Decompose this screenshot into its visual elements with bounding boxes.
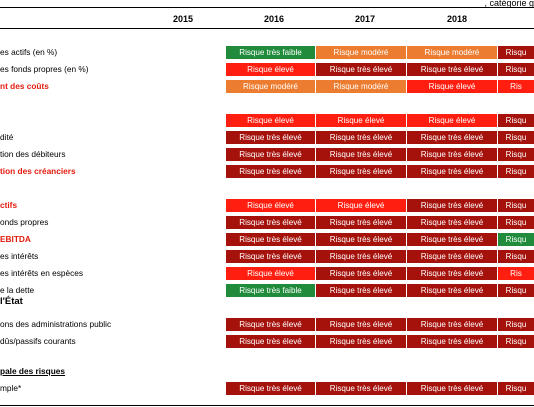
risk-cell-high[interactable]: Risque élevé [316,199,406,212]
risk-cell-very-low[interactable]: Risque très faible [226,284,315,297]
risk-cell-very-low[interactable]: Risque très faible [226,46,315,59]
row-label: l'État [0,296,23,307]
row-label: ons des administrations public [0,319,112,329]
risk-cell-high[interactable]: Risque élevé [226,63,315,76]
risk-cell-very-high[interactable]: Risque très élevé [316,216,406,229]
risk-cell-very-high[interactable]: Risque très élevé [407,233,497,246]
risk-cell-very-high[interactable]: Risqu [498,114,534,127]
risk-cell-very-high[interactable]: Risqu [498,165,534,178]
risk-cell-very-high[interactable]: Risqu [498,382,534,395]
row-label: dûs/passifs courants [0,336,76,346]
risk-cell-very-high[interactable]: Risque très élevé [407,131,497,144]
risk-cell-very-high[interactable]: Risque très élevé [407,148,497,161]
risk-cell-very-high[interactable]: Risqu [498,199,534,212]
risk-cell-high[interactable]: Ris [498,267,534,280]
risk-cell-very-high[interactable]: Risqu [498,335,534,348]
risk-cell-very-high[interactable]: Risqu [498,318,534,331]
risk-cell-moderate[interactable]: Risque modéré [316,46,406,59]
risk-cell-very-high[interactable]: Risque très élevé [226,148,315,161]
risk-cell-high[interactable]: Risque élevé [226,114,315,127]
risk-cell-very-high[interactable]: Risque très élevé [316,131,406,144]
risk-cell-very-high[interactable]: Risque très élevé [407,63,497,76]
risk-cell-very-high[interactable]: Risque très élevé [407,382,497,395]
row-label: nt des coûts [0,81,49,91]
risk-cell-very-high[interactable]: Risque très élevé [316,318,406,331]
risk-cell-high[interactable]: Risque élevé [316,114,406,127]
risk-cell-moderate[interactable]: Risque modéré [226,80,315,93]
year-2015-header: 2015 [172,14,194,24]
risk-cell-high[interactable]: Ris [498,80,534,93]
risk-cell-very-high[interactable]: Risqu [498,284,534,297]
year-2017-header: 2017 [354,14,376,24]
risk-cell-very-high[interactable]: Risque très élevé [407,318,497,331]
row-label: pale des risques [0,366,66,376]
risk-cell-moderate[interactable]: Risque modéré [407,46,497,59]
risk-cell-very-high[interactable]: Risque très élevé [316,233,406,246]
row-label: dité [0,132,14,142]
row-label: onds propres [0,217,49,227]
risk-cell-very-high[interactable]: Risqu [498,216,534,229]
risk-cell-very-high[interactable]: Risqu [498,131,534,144]
risk-cell-very-high[interactable]: Risque très élevé [407,199,497,212]
risk-cell-very-high[interactable]: Risque très élevé [316,148,406,161]
risk-cell-very-high[interactable]: Risque très élevé [316,284,406,297]
row-label: mple* [0,383,22,393]
risk-cell-very-high[interactable]: Risque très élevé [226,165,315,178]
risk-cell-high[interactable]: Risque élevé [407,114,497,127]
risk-cell-very-high[interactable]: Risque très élevé [407,216,497,229]
bottom-rule [0,405,534,406]
risk-cell-very-high[interactable]: Risqu [498,148,534,161]
risk-cell-very-high[interactable]: Risque très élevé [226,233,315,246]
risk-cell-very-high[interactable]: Risque très élevé [316,250,406,263]
risk-cell-very-high[interactable]: Risque très élevé [316,335,406,348]
risk-cell-very-low[interactable]: Risqu [498,233,534,246]
header-bottom-rule [0,28,534,29]
header-top-fragment: , catégorie g [484,0,534,8]
risk-cell-very-high[interactable]: Risque très élevé [226,318,315,331]
risk-cell-high[interactable]: Risque élevé [226,267,315,280]
row-label: ctifs [0,200,18,210]
risk-cell-moderate[interactable]: Risque modéré [316,80,406,93]
risk-cell-very-high[interactable]: Risqu [498,63,534,76]
risk-cell-very-high[interactable]: Risque très élevé [226,250,315,263]
year-2016-header: 2016 [263,14,285,24]
risk-cell-very-high[interactable]: Risqu [498,46,534,59]
risk-cell-very-high[interactable]: Risque très élevé [316,63,406,76]
risk-cell-very-high[interactable]: Risque très élevé [226,131,315,144]
row-label: es fonds propres (en %) [0,64,89,74]
risk-cell-high[interactable]: Risque élevé [407,80,497,93]
risk-cell-very-high[interactable]: Risque très élevé [316,165,406,178]
row-label: es intérêts en espèces [0,268,84,278]
risk-cell-very-high[interactable]: Risque très élevé [407,284,497,297]
risk-cell-very-high[interactable]: Risque très élevé [316,382,406,395]
risk-cell-very-high[interactable]: Risque très élevé [407,267,497,280]
risk-cell-very-high[interactable]: Risque très élevé [407,250,497,263]
year-2018-header: 2018 [446,14,468,24]
risk-cell-very-high[interactable]: Risque très élevé [407,335,497,348]
row-label: tion des débiteurs [0,149,66,159]
row-label: es actifs (en %) [0,47,58,57]
header-top-rule [0,7,534,8]
risk-cell-very-high[interactable]: Risque très élevé [316,267,406,280]
row-label: tion des créanciers [0,166,76,176]
row-label: EBITDA [0,234,31,244]
risk-cell-very-high[interactable]: Risqu [498,250,534,263]
risk-cell-very-high[interactable]: Risque très élevé [226,382,315,395]
risk-cell-very-high[interactable]: Risque très élevé [226,216,315,229]
risk-cell-very-high[interactable]: Risque très élevé [226,335,315,348]
row-label: e la dette [0,285,35,295]
risk-cell-very-high[interactable]: Risque très élevé [407,165,497,178]
row-label: es intérêts [0,251,39,261]
risk-cell-high[interactable]: Risque élevé [226,199,315,212]
